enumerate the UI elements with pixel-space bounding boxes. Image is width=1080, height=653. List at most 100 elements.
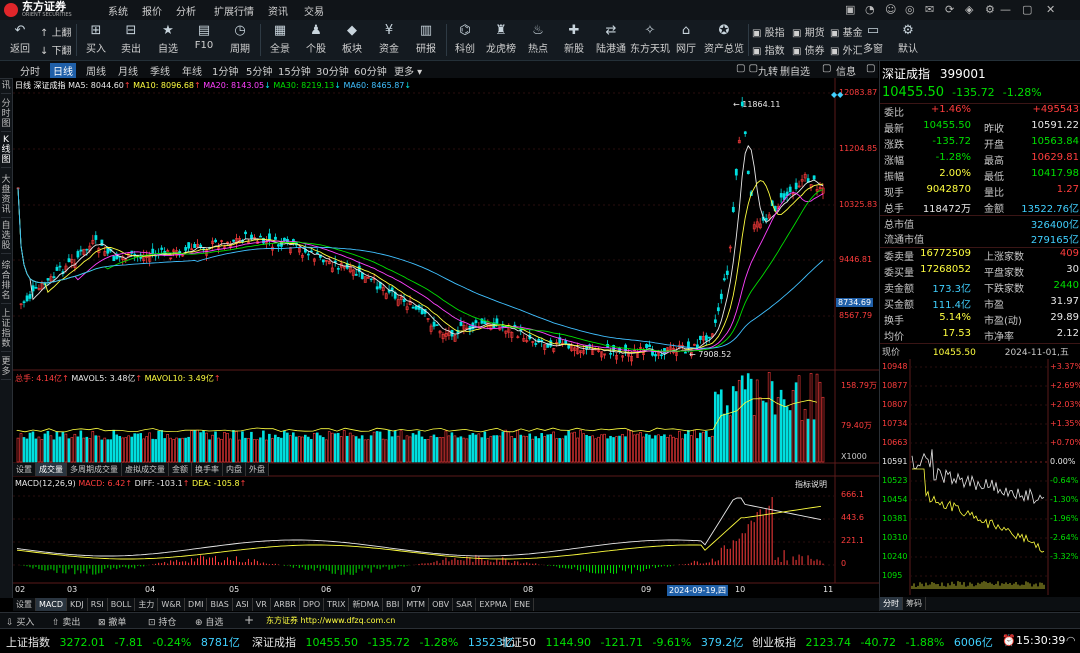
- vol-tab-amount[interactable]: 金额: [169, 463, 192, 476]
- ind-tab-ene[interactable]: ENE: [511, 598, 535, 611]
- period-60min[interactable]: 60分钟: [354, 67, 387, 78]
- vol-tab-volume[interactable]: 成交量: [36, 463, 67, 476]
- ind-tab-boll[interactable]: BOLL: [108, 598, 136, 611]
- ind-tab-trix[interactable]: TRIX: [324, 598, 350, 611]
- notification-icon[interactable]: ▣: [845, 3, 856, 16]
- vol-tab-turnover[interactable]: 换手率: [192, 463, 223, 476]
- ind-tab-bbi[interactable]: BBI: [383, 598, 404, 611]
- page-down-button[interactable]: ↓ 下翻: [40, 46, 72, 57]
- period-more[interactable]: 更多 ▾: [394, 67, 423, 78]
- add-icon[interactable]: +: [244, 613, 255, 627]
- menu-news[interactable]: 资讯: [268, 7, 288, 18]
- headset-icon[interactable]: ◔: [865, 3, 875, 16]
- period-timeshare[interactable]: 分时: [20, 67, 40, 78]
- ind-tab-macd[interactable]: MACD: [36, 598, 67, 611]
- multi-window-button[interactable]: ▭ 多窗: [863, 23, 883, 56]
- period-15min[interactable]: 15分钟: [278, 67, 311, 78]
- chart-area[interactable]: 日线 深证成指 MA5: 8044.60↑ MA10: 8096.68↑ MA2…: [13, 78, 879, 598]
- vol-tab-multi[interactable]: 多周期成交量: [67, 463, 122, 476]
- period-daily[interactable]: 日线: [50, 63, 76, 78]
- status-cancel[interactable]: ⊠ 撤单: [98, 618, 127, 628]
- web-hall-button[interactable]: ⌂ 网厅: [676, 23, 696, 56]
- back-button[interactable]: ↶ 返回: [10, 23, 30, 56]
- tab-ranking[interactable]: 综合排名: [1, 259, 11, 304]
- tool-icons[interactable]: ▢ ▢: [736, 63, 759, 74]
- ind-tab-bias[interactable]: BIAS: [207, 598, 233, 611]
- ind-tab-vr[interactable]: VR: [253, 598, 271, 611]
- tool-box-icon[interactable]: ▢: [822, 63, 832, 74]
- menu-analysis[interactable]: 分析: [176, 7, 196, 18]
- sector-button[interactable]: ◆ 板块: [342, 23, 362, 56]
- status-url[interactable]: 东方证券 http://www.dfzq.com.cn: [266, 616, 396, 625]
- tool-pin-icon[interactable]: ▢: [866, 63, 876, 74]
- tool-remove-watch[interactable]: 删自选: [780, 67, 810, 78]
- ind-tab-arbr[interactable]: ARBR: [271, 598, 300, 611]
- stock-button[interactable]: ♟ 个股: [306, 23, 326, 56]
- forex-button[interactable]: ▣ 外汇: [830, 46, 863, 57]
- period-5min[interactable]: 5分钟: [246, 67, 273, 78]
- tool-nine-turn[interactable]: 九转: [758, 67, 778, 78]
- target-icon[interactable]: ◎: [905, 3, 915, 16]
- asset-overview-button[interactable]: ✪ 资产总览: [704, 23, 744, 56]
- panorama-button[interactable]: ▦ 全景: [270, 23, 290, 56]
- menu-extended[interactable]: 扩展行情: [214, 7, 254, 18]
- maximize-icon[interactable]: ▢: [1022, 3, 1033, 16]
- tab-watchlist[interactable]: 自选股: [1, 219, 11, 254]
- settings-icon[interactable]: ⚙: [985, 3, 995, 16]
- dragon-tiger-button[interactable]: ♜ 龙虎榜: [486, 23, 516, 56]
- watchlist-button[interactable]: ★ 自选: [158, 23, 178, 56]
- period-button[interactable]: ◷ 周期: [230, 23, 250, 56]
- tab-kline[interactable]: K线图: [1, 133, 11, 168]
- kline-chart-svg[interactable]: [13, 78, 879, 598]
- index-button[interactable]: ▣ 指数: [752, 46, 785, 57]
- chat-icon[interactable]: ✉: [925, 3, 935, 16]
- status-position[interactable]: ⊡ 持仓: [148, 618, 177, 628]
- vol-tab-settings[interactable]: 设置: [13, 463, 36, 476]
- funds-button[interactable]: ¥ 资金: [379, 23, 399, 56]
- buy-button[interactable]: ⊞ 买入: [86, 23, 106, 56]
- ind-tab-main[interactable]: 主力: [135, 598, 159, 611]
- status-sell[interactable]: ⇧ 卖出: [52, 618, 81, 628]
- connect-button[interactable]: ⇄ 陆港通: [596, 23, 626, 56]
- ind-tab-newdma[interactable]: 新DMA: [349, 598, 384, 611]
- mini-tab-timeshare[interactable]: 分时: [880, 597, 903, 610]
- ind-tab-dmi[interactable]: DMI: [185, 598, 208, 611]
- skin-icon[interactable]: ◈: [965, 3, 974, 16]
- default-layout-button[interactable]: ⚙ 默认: [898, 23, 918, 56]
- ind-tab-rsi[interactable]: RSI: [88, 598, 108, 611]
- bond-button[interactable]: ▣ 债券: [792, 46, 825, 57]
- research-button[interactable]: ▥ 研报: [416, 23, 436, 56]
- tab-more[interactable]: 更多: [1, 355, 11, 380]
- ind-tab-obv[interactable]: OBV: [429, 598, 454, 611]
- ind-tab-settings[interactable]: 设置: [13, 598, 36, 611]
- ticker-item[interactable]: 创业板指 2123.74 -40.72 -1.88% 6006亿: [752, 634, 993, 650]
- period-1min[interactable]: 1分钟: [212, 67, 239, 78]
- ipo-button[interactable]: ✚ 新股: [564, 23, 584, 56]
- period-yearly[interactable]: 年线: [182, 67, 202, 78]
- ind-tab-expma[interactable]: EXPMA: [476, 598, 512, 611]
- ticker-item[interactable]: 上证指数 3272.01 -7.81 -0.24% 8781亿: [6, 634, 240, 650]
- period-quarterly[interactable]: 季线: [150, 67, 170, 78]
- menu-quote[interactable]: 报价: [142, 7, 162, 18]
- tab-market-news[interactable]: 大盘资讯: [1, 173, 11, 218]
- index-futures-button[interactable]: ▣ 股指: [752, 28, 785, 39]
- tab-timeshare[interactable]: 分时图: [1, 97, 11, 132]
- minimize-icon[interactable]: —: [1000, 3, 1011, 16]
- tab-sh-index[interactable]: 上证指数: [1, 307, 11, 352]
- mini-tab-chips[interactable]: 筹码: [903, 597, 926, 610]
- ind-tab-kdj[interactable]: KDJ: [67, 598, 88, 611]
- alarm-icon[interactable]: ⏰: [1002, 634, 1016, 647]
- hotspot-button[interactable]: ♨ 热点: [528, 23, 548, 56]
- ticker-item[interactable]: 北证50 1144.90 -121.71 -9.61% 379.2亿: [500, 634, 743, 650]
- period-weekly[interactable]: 周线: [86, 67, 106, 78]
- period-monthly[interactable]: 月线: [118, 67, 138, 78]
- close-icon[interactable]: ✕: [1046, 3, 1056, 16]
- fund-button[interactable]: ▣ 基金: [830, 28, 863, 39]
- tianji-button[interactable]: ✧ 东方天玑: [630, 23, 670, 56]
- mini-timeshare-chart[interactable]: [880, 359, 1080, 595]
- sell-button[interactable]: ⊟ 卖出: [121, 23, 141, 56]
- menu-trade[interactable]: 交易: [304, 7, 324, 18]
- f10-button[interactable]: ▤ F10: [194, 23, 214, 52]
- ind-tab-sar[interactable]: SAR: [453, 598, 477, 611]
- ind-tab-asi[interactable]: ASI: [233, 598, 253, 611]
